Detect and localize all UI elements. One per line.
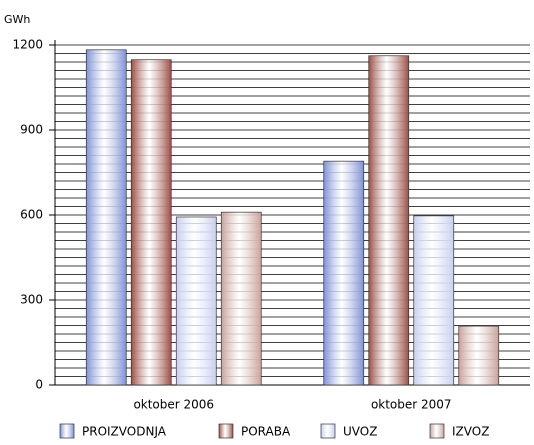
bar xyxy=(368,55,410,386)
legend-swatch xyxy=(218,423,234,439)
legend-swatch xyxy=(59,423,75,439)
legend-label: PORABA xyxy=(241,425,291,439)
legend-swatch xyxy=(429,423,445,439)
bar xyxy=(413,215,455,386)
legend-label: IZVOZ xyxy=(452,425,489,439)
legend-swatch xyxy=(320,423,336,439)
y-tick-label: 900 xyxy=(20,123,43,137)
y-tick-label: 0 xyxy=(35,378,43,392)
bar xyxy=(85,49,127,386)
x-tick-label: oktober 2006 xyxy=(133,398,214,412)
bar xyxy=(458,325,500,386)
bar xyxy=(175,216,217,386)
legend-label: UVOZ xyxy=(343,425,377,439)
bar xyxy=(323,160,365,386)
x-tick-label: oktober 2007 xyxy=(371,398,452,412)
unit-label: GWh xyxy=(4,13,30,26)
bar xyxy=(220,211,262,386)
legend-label: PROIZVODNJA xyxy=(82,425,167,439)
y-tick-label: 1200 xyxy=(12,38,43,52)
y-tick-label: 300 xyxy=(20,293,43,307)
y-tick-label: 600 xyxy=(20,208,43,222)
bar xyxy=(130,59,172,386)
